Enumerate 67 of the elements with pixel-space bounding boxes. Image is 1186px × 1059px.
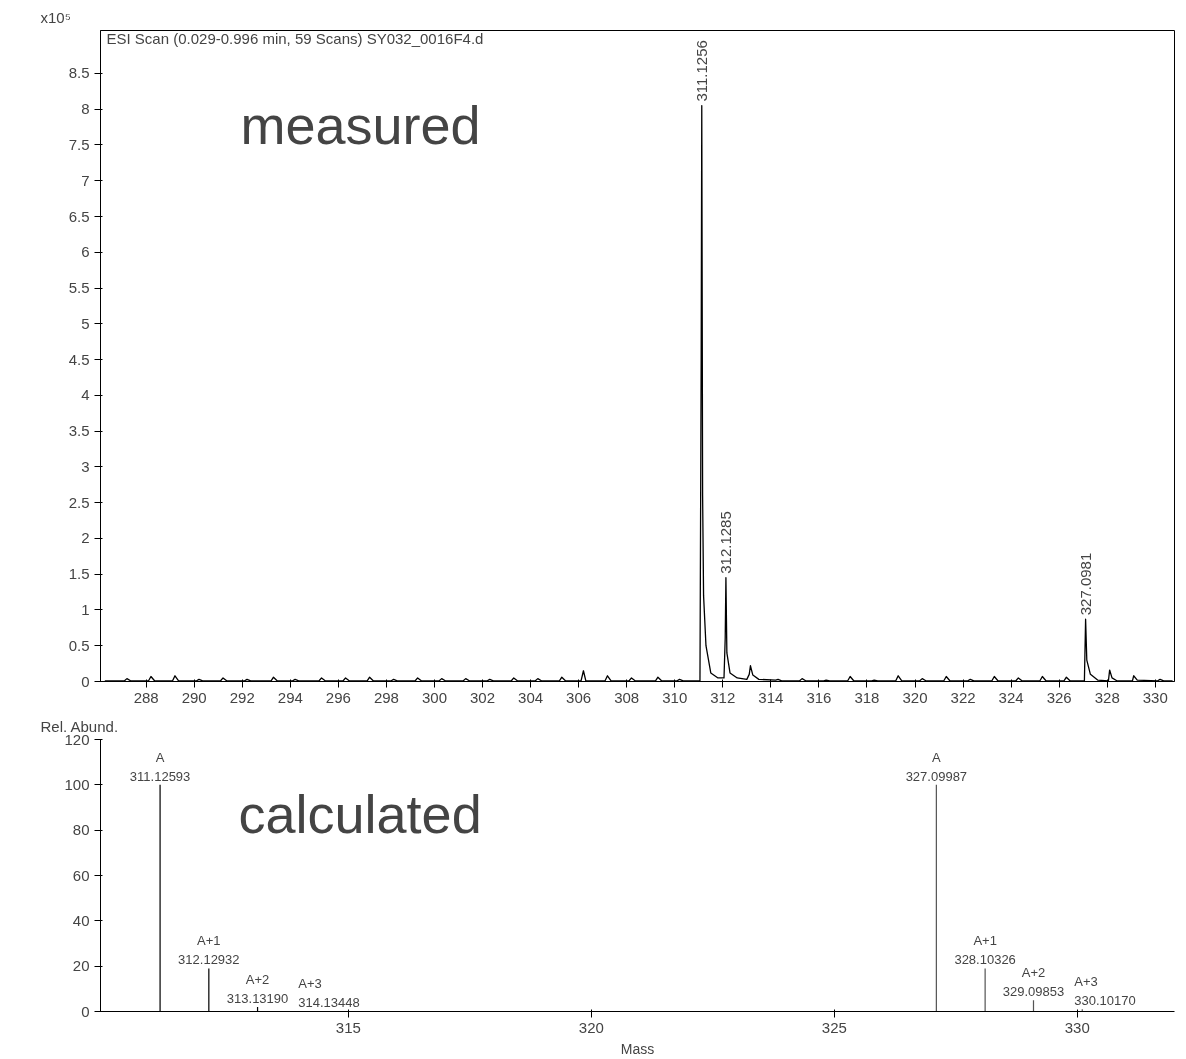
x-tick-label: 328 xyxy=(1094,688,1120,706)
x-tick-label: 308 xyxy=(614,688,640,706)
annotation: A+1 328.10326 xyxy=(954,933,1016,968)
y-tick-label: 0.5 xyxy=(68,636,90,654)
annotation: A 311.12593 xyxy=(129,749,191,784)
y-tick-label: 1.5 xyxy=(68,565,90,583)
annotation: A 327.09987 xyxy=(905,749,968,784)
x-tick-label: 326 xyxy=(1046,688,1072,706)
x-tick-label: 288 xyxy=(133,688,159,706)
y-tick-label: 3.5 xyxy=(68,422,90,440)
x-tick-label: 292 xyxy=(229,688,255,706)
x-tick-label: 322 xyxy=(950,688,976,706)
x-tick-label: 304 xyxy=(518,688,544,706)
x-tick-label: 324 xyxy=(998,688,1024,706)
x-tick-label: 302 xyxy=(470,688,496,706)
x-tick-label: 330 xyxy=(1064,1018,1090,1036)
y-tick-label: 20 xyxy=(72,957,90,975)
x-tick-label: 296 xyxy=(325,688,351,706)
x-tick-label: 312 xyxy=(710,688,736,706)
y-tick-label: 6.5 xyxy=(68,207,90,225)
y-tick-label: 2 xyxy=(81,529,90,547)
annotation: A+3 314.13448 xyxy=(298,976,360,1011)
annotation: A+2 329.09853 xyxy=(1002,965,1065,1000)
y-tick-label: 5.5 xyxy=(68,279,90,297)
x-tick-label: 330 xyxy=(1142,688,1168,706)
y-tick-label: 4.5 xyxy=(68,350,90,368)
y-tick-label: 0 xyxy=(81,672,90,690)
annotation: A+3 330.10170 xyxy=(1074,974,1136,1009)
y-tick-label: 3 xyxy=(81,457,90,475)
x-tick-label: 310 xyxy=(662,688,688,706)
annotation: 312.1285 xyxy=(716,511,734,574)
y-tick-label: 80 xyxy=(72,821,90,839)
x-tick-label: 298 xyxy=(373,688,399,706)
x-axis-title: Mass xyxy=(620,1040,655,1057)
y-tick-label: 100 xyxy=(64,775,90,793)
y-tick-label: 8 xyxy=(81,100,90,118)
y-tick-label: 8.5 xyxy=(68,64,90,82)
annotation: calculated xyxy=(238,783,482,844)
y-tick-label: 60 xyxy=(72,866,90,884)
y-tick-label: 7.5 xyxy=(68,135,90,153)
x-tick-label: 314 xyxy=(758,688,784,706)
x-tick-label: 294 xyxy=(277,688,303,706)
annotation: A+2 313.13190 xyxy=(226,971,289,1006)
x-tick-label: 300 xyxy=(421,688,447,706)
x-tick-label: 320 xyxy=(578,1018,604,1036)
x-tick-label: 290 xyxy=(181,688,207,706)
x-tick-label: 325 xyxy=(821,1018,847,1036)
y-tick-label: 5 xyxy=(81,314,90,332)
annotation: 327.0981 xyxy=(1076,552,1094,616)
annotation: measured xyxy=(240,95,481,156)
annotation: A+1 312.12932 xyxy=(178,933,240,968)
y-tick-label: 0 xyxy=(81,1002,90,1020)
x-tick-label: 318 xyxy=(854,688,880,706)
y-tick-label: 1 xyxy=(81,600,90,618)
y-tick-label: 2.5 xyxy=(68,493,90,511)
y-axis-title: x10⁵ xyxy=(40,8,71,26)
y-tick-label: 7 xyxy=(81,171,90,189)
annotation: 311.1256 xyxy=(692,40,710,102)
x-tick-label: 320 xyxy=(902,688,928,706)
x-tick-label: 316 xyxy=(806,688,832,706)
y-tick-label: 4 xyxy=(81,386,90,404)
y-tick-label: 6 xyxy=(81,243,90,261)
y-tick-label: 40 xyxy=(72,911,90,929)
x-tick-label: 315 xyxy=(335,1018,361,1036)
y-axis-title: Rel. Abund. xyxy=(40,717,119,735)
chart-title: ESI Scan (0.029-0.996 min, 59 Scans) SY032_0016F4.d xyxy=(106,29,484,47)
x-tick-label: 306 xyxy=(566,688,592,706)
